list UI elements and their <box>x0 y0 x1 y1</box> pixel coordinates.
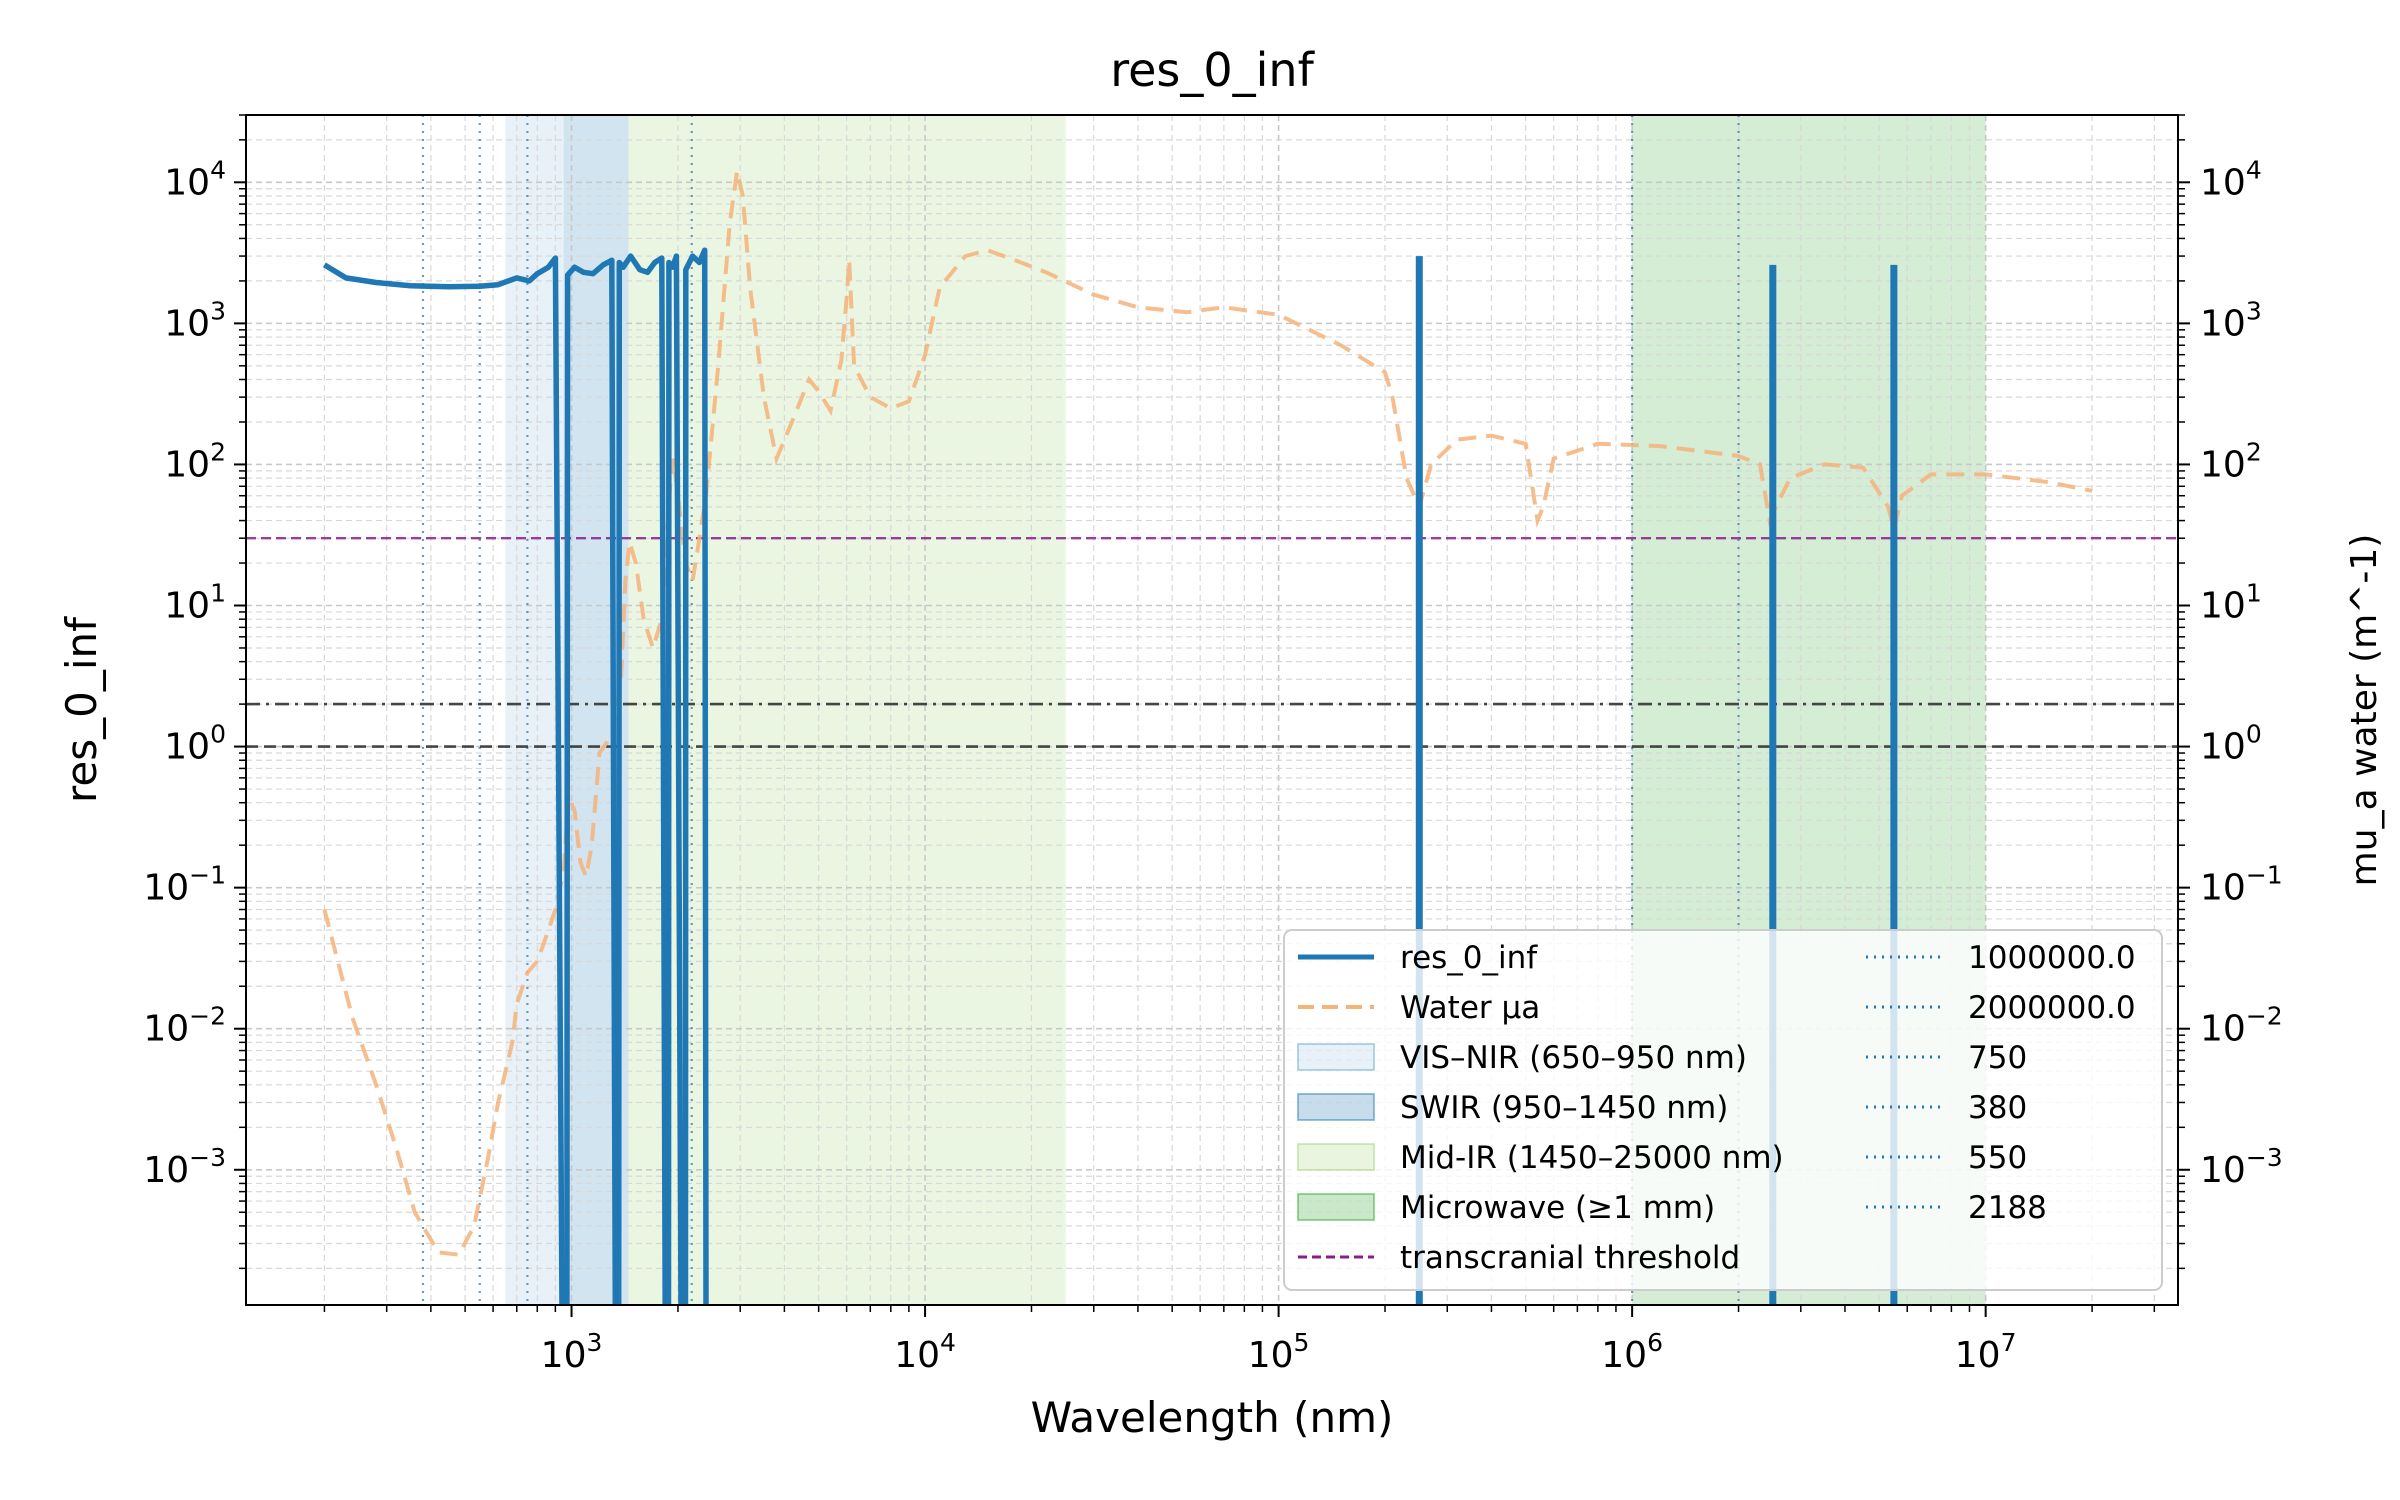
series-layer <box>322 170 2093 1305</box>
legend-entry: 2188 <box>1866 1190 2047 1226</box>
legend-label: res_0_inf <box>1400 940 1538 976</box>
y2-tick-label: 10−3 <box>2200 1143 2283 1191</box>
y-tick-label: 100 <box>164 720 226 768</box>
legend-entry: Water μa <box>1298 990 1540 1026</box>
legend-swatch <box>1297 1093 1375 1121</box>
x-tick-label: 105 <box>1248 1328 1310 1376</box>
y2-tick-label: 103 <box>2200 296 2262 344</box>
legend-entry: 380 <box>1866 1090 2027 1126</box>
series-res-0-inf-segment <box>564 257 619 1305</box>
legend-swatch <box>1297 1043 1375 1071</box>
legend-box <box>1283 929 2163 1291</box>
legend-label: 380 <box>1968 1090 2027 1126</box>
legend-label: 1000000.0 <box>1968 940 2136 976</box>
chart-title: res_0_inf <box>1110 43 1315 97</box>
y-tick-label: 10−3 <box>143 1143 226 1191</box>
plot-frame <box>245 114 2179 1306</box>
y-tick-label: 104 <box>164 155 226 203</box>
y2-axis-label: mu_a water (m^-1) <box>2344 534 2385 887</box>
y-tick-label: 10−1 <box>143 861 226 909</box>
y-tick-label: 102 <box>164 437 226 485</box>
y2-tick-label: 10−1 <box>2200 861 2283 909</box>
series-res-0-inf-segment <box>665 253 684 1305</box>
y2-tick-label: 101 <box>2200 579 2262 627</box>
series-res-0-inf-segment <box>615 253 668 1305</box>
y2-tick-label: 10−2 <box>2200 1002 2283 1050</box>
legend-label: Water μa <box>1400 990 1540 1026</box>
legend-entry: Mid-IR (1450–25000 nm) <box>1297 1140 1784 1176</box>
y-axis-label: res_0_inf <box>57 616 106 803</box>
legend-entry: VIS–NIR (650–950 nm) <box>1297 1040 1747 1076</box>
y2-tick-label: 102 <box>2200 437 2262 485</box>
legend-label: 550 <box>1968 1140 2027 1176</box>
series-res-0-inf <box>322 255 565 1305</box>
x-tick-label: 104 <box>894 1328 956 1376</box>
legend-label: 750 <box>1968 1040 2027 1076</box>
legend-entry: SWIR (950–1450 nm) <box>1297 1090 1728 1126</box>
legend-label: 2000000.0 <box>1968 990 2136 1026</box>
legend-label: Mid-IR (1450–25000 nm) <box>1400 1140 1784 1176</box>
legend-swatch <box>1297 1193 1375 1221</box>
legend-entry: transcranial threshold <box>1298 1240 1740 1276</box>
legend-label: SWIR (950–1450 nm) <box>1400 1090 1728 1126</box>
x-tick-label: 106 <box>1601 1328 1663 1376</box>
legend: res_0_inf Water μa VIS–NIR (650–950 nm) SWI… <box>1283 929 2163 1291</box>
y-tick-label: 101 <box>164 579 226 627</box>
legend-entry: res_0_inf <box>1298 940 1538 976</box>
legend-entry: 550 <box>1866 1140 2027 1176</box>
series-res-0-inf-segment <box>682 247 709 1305</box>
legend-label: VIS–NIR (650–950 nm) <box>1400 1040 1747 1076</box>
legend-entry: 750 <box>1866 1040 2027 1076</box>
y-tick-label: 103 <box>164 296 226 344</box>
tick-layer: 103 104 105 106 107 10−3 10−3 10−2 10−2 10−1 10−1 1… <box>143 114 2283 1376</box>
legend-swatch <box>1297 1143 1375 1171</box>
y2-tick-label: 100 <box>2200 720 2262 768</box>
y-tick-label: 10−2 <box>143 1002 226 1050</box>
x-tick-label: 107 <box>1955 1328 2017 1376</box>
legend-label: Microwave (≥1 mm) <box>1400 1190 1715 1226</box>
y2-tick-label: 104 <box>2200 155 2262 203</box>
legend-label: 2188 <box>1968 1190 2047 1226</box>
x-tick-label: 103 <box>541 1328 603 1376</box>
legend-label: transcranial threshold <box>1400 1240 1740 1276</box>
x-axis-label: Wavelength (nm) <box>1031 1393 1394 1442</box>
legend-entry: 1000000.0 <box>1866 940 2136 976</box>
legend-entry: Microwave (≥1 mm) <box>1297 1190 1715 1226</box>
legend-entry: 2000000.0 <box>1866 990 2136 1026</box>
